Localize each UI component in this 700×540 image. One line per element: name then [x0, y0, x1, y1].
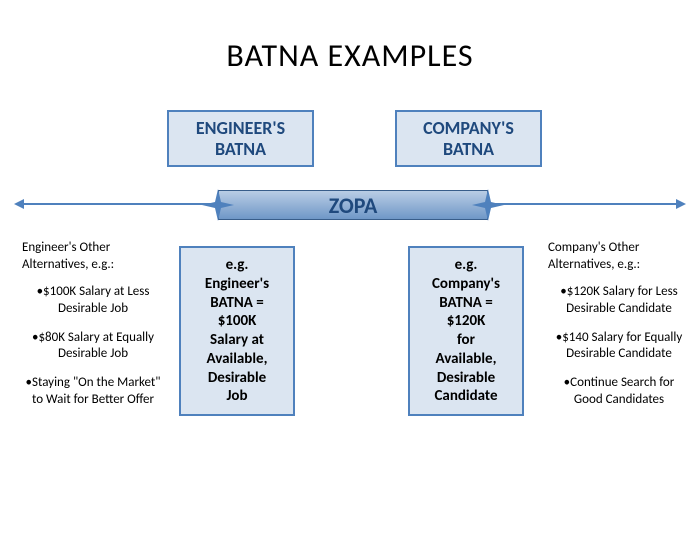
alternative-item: $80K Salary at Equally Desirable Job: [22, 330, 164, 364]
engineer-alternatives: Engineer's Other Alternatives, e.g.: $10…: [22, 240, 164, 421]
company-alternatives-list: $120K Salary for Less Desirable Candidat…: [548, 284, 690, 409]
engineer-example-box: e.g.Engineer'sBATNA =$100KSalary atAvail…: [179, 246, 295, 416]
alternative-item: Staying "On the Market" to Wait for Bett…: [22, 375, 164, 409]
page-title: BATNA EXAMPLES: [0, 36, 700, 75]
engineer-alternatives-list: $100K Salary at Less Desirable Job $80K S…: [22, 284, 164, 409]
alternative-item: Continue Search for Good Candidates: [548, 375, 690, 409]
arrow-left-icon: [14, 199, 24, 209]
arrow-right-icon: [676, 199, 686, 209]
zopa-bar: ZOPA: [218, 190, 488, 220]
engineer-batna-header: ENGINEER'SBATNA: [167, 110, 314, 167]
company-alternatives: Company's Other Alternatives, e.g.: $120…: [548, 240, 690, 421]
company-batna-header: COMPANY'SBATNA: [395, 110, 542, 167]
alternative-item: $120K Salary for Less Desirable Candidat…: [548, 284, 690, 318]
star-left-icon: [202, 189, 234, 221]
alternative-item: $140 Salary for Equally Desirable Candid…: [548, 330, 690, 364]
star-right-icon: [472, 189, 504, 221]
company-alternatives-heading: Company's Other Alternatives, e.g.:: [548, 240, 690, 274]
company-example-box: e.g.Company'sBATNA =$120KforAvailable,De…: [408, 246, 524, 416]
alternative-item: $100K Salary at Less Desirable Job: [22, 284, 164, 318]
engineer-alternatives-heading: Engineer's Other Alternatives, e.g.:: [22, 240, 164, 274]
